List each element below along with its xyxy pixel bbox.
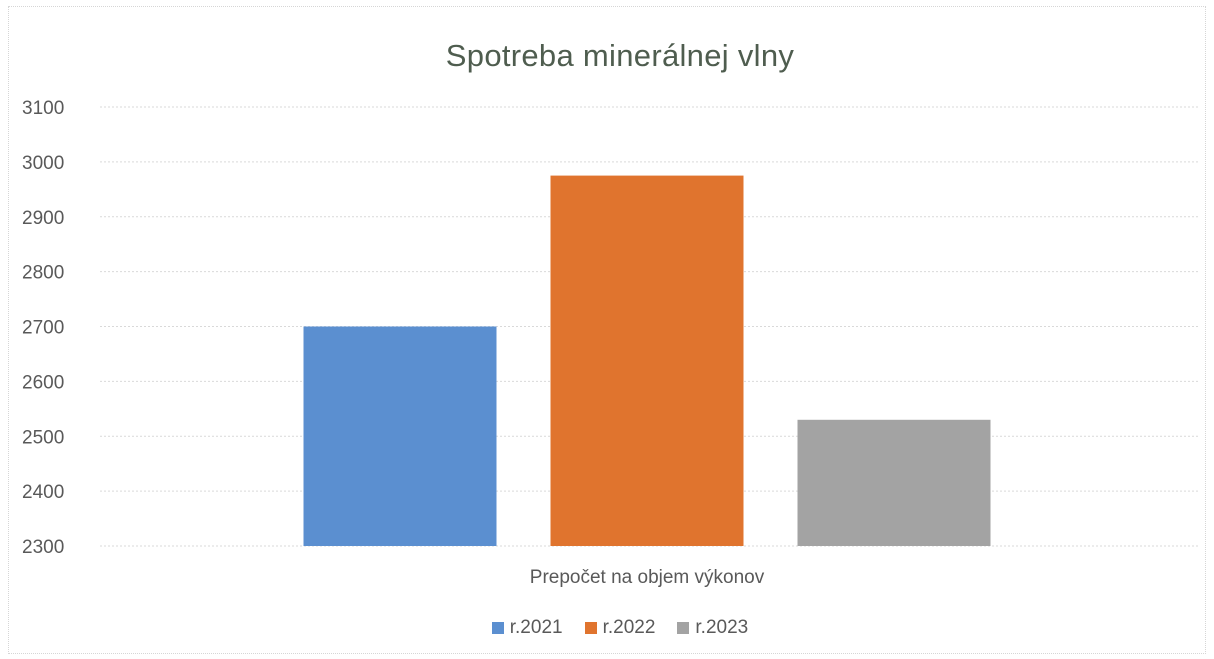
- y-tick-label: 2400: [22, 482, 64, 503]
- y-tick-label: 2700: [22, 318, 64, 339]
- legend: r.2021 r.2022 r.2023: [0, 617, 1214, 639]
- bar-r-2022: [550, 175, 744, 546]
- legend-swatch: [491, 622, 504, 634]
- y-tick-label: 2500: [22, 427, 64, 448]
- legend-swatch: [584, 622, 597, 634]
- legend-label: r.2023: [695, 617, 749, 638]
- bar-r-2023: [797, 419, 991, 546]
- y-tick-label: 3100: [22, 98, 64, 119]
- legend-swatch: [677, 622, 690, 634]
- y-tick-label: 2600: [22, 372, 64, 393]
- legend-item: r.2022: [584, 617, 656, 639]
- chart-title: Spotreba minerálnej vlny: [445, 38, 795, 73]
- category-labels: Prepočet na objem výkonov: [530, 567, 765, 588]
- bars: [303, 175, 991, 546]
- chart-frame: [8, 6, 1206, 654]
- legend-item: r.2021: [491, 617, 563, 639]
- bar-r-2021: [303, 326, 497, 546]
- legend-label: r.2021: [509, 617, 563, 638]
- y-axis-ticks: 2300 2400 2500 2600 2700 2800 2900 3000 3100: [22, 98, 64, 558]
- category-label: Prepočet na objem výkonov: [530, 567, 765, 588]
- legend-item: r.2023: [677, 617, 748, 639]
- y-tick-label: 2900: [22, 208, 64, 229]
- legend-label: r.2022: [602, 617, 656, 638]
- y-tick-label: 2800: [22, 263, 64, 284]
- y-tick-label: 2300: [22, 537, 64, 558]
- y-tick-label: 3000: [22, 153, 64, 174]
